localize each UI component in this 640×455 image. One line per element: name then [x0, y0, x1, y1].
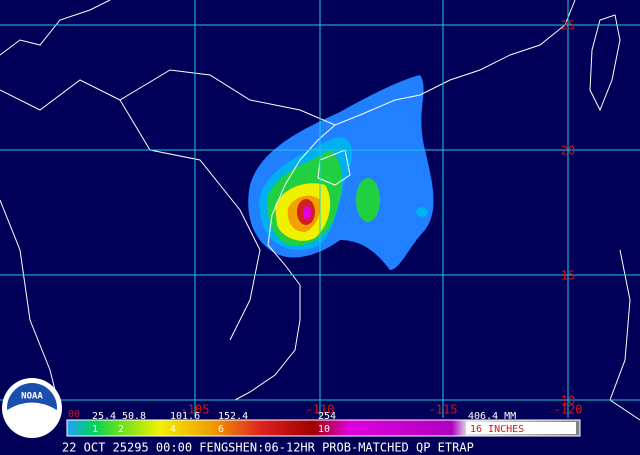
legend: 00 25.4 50.8 101.6 152.4 254 406.4 MM 1 … — [66, 409, 581, 437]
coastline — [317, 149, 351, 186]
inch-label: 1 — [92, 424, 98, 435]
coastline — [589, 14, 621, 112]
lon-label: -120 — [554, 403, 583, 417]
inch-label: 4 — [170, 424, 176, 435]
logo-text: NOAA — [21, 392, 43, 402]
caption: 22 OCT 25295 00:00 FENGSHEN:06-12HR PROB… — [62, 441, 474, 455]
coastlines — [0, 0, 640, 421]
lat-label: 10 — [561, 394, 575, 408]
lon-label: -110 — [306, 403, 335, 417]
inch-label: 6 — [218, 424, 224, 435]
precip-field — [248, 75, 434, 270]
mm-label: 101.6 — [170, 411, 200, 422]
noaa-logo: NOAA — [2, 378, 62, 438]
rain-band — [356, 178, 380, 222]
mm-label: 152.4 — [218, 411, 248, 422]
lon-label: -115 — [429, 403, 458, 417]
coastline — [0, 0, 111, 56]
rain-cell — [416, 207, 428, 217]
coastline — [0, 199, 61, 411]
inch-label: 2 — [118, 424, 124, 435]
rain-max — [303, 206, 311, 220]
color-bar — [66, 419, 581, 437]
logo-wave — [7, 402, 57, 435]
border — [0, 69, 336, 126]
mm-label: 406.4 MM — [468, 411, 516, 422]
lon-label: -105 — [181, 403, 210, 417]
inch-box — [466, 422, 576, 434]
coastline — [609, 249, 640, 421]
mm-label: 00 — [68, 409, 80, 420]
graticule — [0, 0, 640, 418]
inch-label: 10 — [318, 424, 330, 435]
lat-label: 25 — [561, 19, 575, 33]
inch-label: 16 INCHES — [470, 424, 524, 435]
mm-label: 25.4 — [92, 411, 116, 422]
lat-label: 15 — [561, 269, 575, 283]
mm-label: 254 — [318, 411, 336, 422]
lat-label: 20 — [561, 144, 575, 158]
mm-label: 50.8 — [122, 411, 146, 422]
